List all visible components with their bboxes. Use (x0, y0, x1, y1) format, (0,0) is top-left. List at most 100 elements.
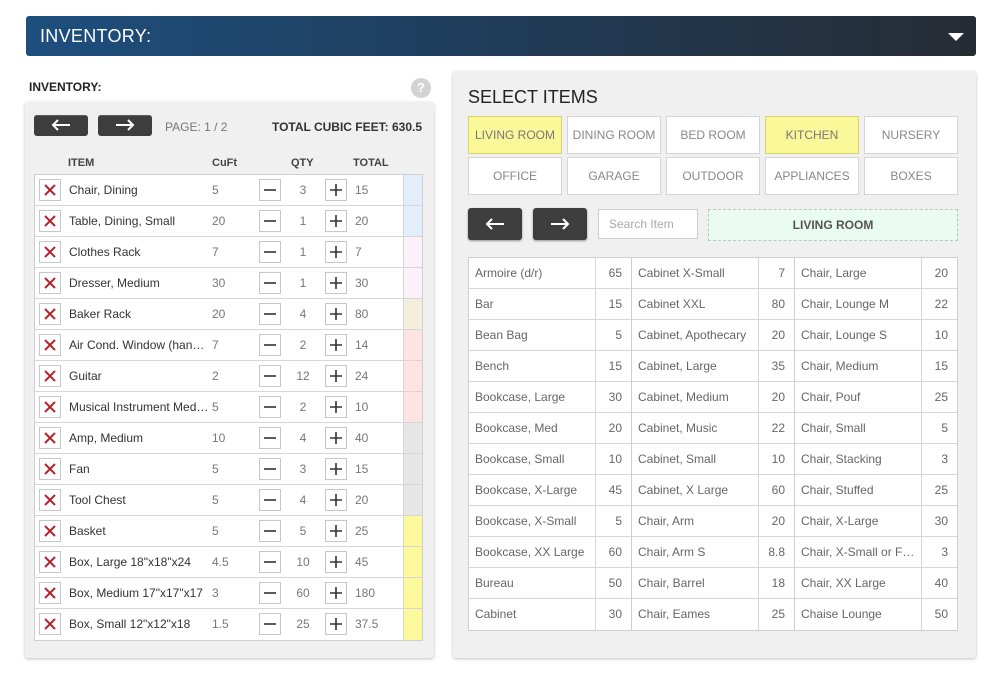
next-page-button[interactable] (98, 115, 152, 136)
decrease-qty-button[interactable] (259, 179, 281, 201)
catalog-item[interactable]: Bureau 50 (469, 568, 631, 599)
decrease-qty-button[interactable] (259, 396, 281, 418)
decrease-qty-button[interactable] (259, 241, 281, 263)
catalog-item[interactable]: Chair, Small 5 (795, 413, 957, 444)
room-tab-dining-room[interactable]: DINING ROOM (567, 116, 661, 154)
catalog-item[interactable]: Bookcase, Med 20 (469, 413, 631, 444)
remove-item-button[interactable] (39, 582, 61, 604)
increase-qty-button[interactable] (325, 241, 347, 263)
catalog-item[interactable]: Chair, Eames 25 (632, 599, 794, 630)
increase-qty-button[interactable] (325, 458, 347, 480)
increase-qty-button[interactable] (325, 489, 347, 511)
catalog-item[interactable]: Chair, Arm 20 (632, 506, 794, 537)
decrease-qty-button[interactable] (259, 427, 281, 449)
decrease-qty-button[interactable] (259, 551, 281, 573)
catalog-item[interactable]: Bookcase, XX Large 60 (469, 537, 631, 568)
remove-item-button[interactable] (39, 427, 61, 449)
decrease-qty-button[interactable] (259, 582, 281, 604)
catalog-item[interactable]: Cabinet, Medium 20 (632, 382, 794, 413)
remove-item-button[interactable] (39, 210, 61, 232)
catalog-item[interactable]: Bookcase, Small 10 (469, 444, 631, 475)
room-tab-kitchen[interactable]: KITCHEN (765, 116, 859, 154)
room-tab-appliances[interactable]: APPLIANCES (765, 157, 859, 195)
increase-qty-button[interactable] (325, 520, 347, 542)
remove-item-button[interactable] (39, 179, 61, 201)
catalog-item[interactable]: Cabinet X-Small 7 (632, 258, 794, 289)
room-tab-outdoor[interactable]: OUTDOOR (666, 157, 760, 195)
catalog-item[interactable]: Armoire (d/r) 65 (469, 258, 631, 289)
decrease-qty-button[interactable] (259, 520, 281, 542)
catalog-item[interactable]: Cabinet, Large 35 (632, 351, 794, 382)
decrease-qty-button[interactable] (259, 365, 281, 387)
remove-item-button[interactable] (39, 241, 61, 263)
catalog-item[interactable]: Bar 15 (469, 289, 631, 320)
remove-item-button[interactable] (39, 303, 61, 325)
remove-item-button[interactable] (39, 489, 61, 511)
catalog-item[interactable]: Chair, X-Large 30 (795, 506, 957, 537)
decrease-qty-button[interactable] (259, 272, 281, 294)
remove-item-button[interactable] (39, 334, 61, 356)
increase-qty-button[interactable] (325, 427, 347, 449)
catalog-next-button[interactable] (533, 208, 587, 240)
decrease-qty-button[interactable] (259, 489, 281, 511)
increase-qty-button[interactable] (325, 179, 347, 201)
increase-qty-button[interactable] (325, 303, 347, 325)
caret-down-icon[interactable] (948, 33, 964, 41)
increase-qty-button[interactable] (325, 582, 347, 604)
room-tab-nursery[interactable]: NURSERY (864, 116, 958, 154)
remove-item-button[interactable] (39, 613, 61, 635)
increase-qty-button[interactable] (325, 396, 347, 418)
remove-item-button[interactable] (39, 396, 61, 418)
decrease-qty-button[interactable] (259, 303, 281, 325)
room-tab-living-room[interactable]: LIVING ROOM (468, 116, 562, 154)
decrease-qty-button[interactable] (259, 613, 281, 635)
catalog-item[interactable]: Cabinet XXL 80 (632, 289, 794, 320)
catalog-item[interactable]: Chair, Large 20 (795, 258, 957, 289)
remove-item-button[interactable] (39, 272, 61, 294)
catalog-prev-button[interactable] (468, 208, 522, 240)
decrease-qty-button[interactable] (259, 210, 281, 232)
increase-qty-button[interactable] (325, 272, 347, 294)
prev-page-button[interactable] (34, 115, 88, 136)
catalog-item[interactable]: Bean Bag 5 (469, 320, 631, 351)
catalog-item[interactable]: Cabinet, Small 10 (632, 444, 794, 475)
increase-qty-button[interactable] (325, 365, 347, 387)
catalog-item[interactable]: Chair, Stuffed 25 (795, 475, 957, 506)
decrease-qty-button[interactable] (259, 458, 281, 480)
help-icon[interactable]: ? (411, 78, 431, 98)
room-tab-office[interactable]: OFFICE (468, 157, 562, 195)
catalog-item[interactable]: Chair, XX Large 40 (795, 568, 957, 599)
catalog-item[interactable]: Cabinet, Music 22 (632, 413, 794, 444)
catalog-item[interactable]: Chair, Barrel 18 (632, 568, 794, 599)
catalog-item[interactable]: Chair, Lounge M 22 (795, 289, 957, 320)
catalog-item[interactable]: Bookcase, Large 30 (469, 382, 631, 413)
remove-item-button[interactable] (39, 520, 61, 542)
room-tab-boxes[interactable]: BOXES (864, 157, 958, 195)
increase-qty-button[interactable] (325, 334, 347, 356)
remove-item-button[interactable] (39, 365, 61, 387)
catalog-item[interactable]: Chair, Arm S 8.8 (632, 537, 794, 568)
increase-qty-button[interactable] (325, 551, 347, 573)
decrease-qty-button[interactable] (259, 334, 281, 356)
catalog-item[interactable]: Cabinet, X Large 60 (632, 475, 794, 506)
catalog-item[interactable]: Bookcase, X-Small 5 (469, 506, 631, 537)
room-tab-bed-room[interactable]: BED ROOM (666, 116, 760, 154)
catalog-item[interactable]: Chair, X-Small or Folding3 (795, 537, 957, 568)
catalog-item[interactable]: Cabinet, Apothecary 20 (632, 320, 794, 351)
inventory-row: Fan 5 3 15 (35, 454, 422, 485)
inventory-header-bar[interactable]: INVENTORY: (26, 16, 976, 56)
remove-item-button[interactable] (39, 458, 61, 480)
catalog-item[interactable]: Bench 15 (469, 351, 631, 382)
catalog-item[interactable]: Chair, Lounge S 10 (795, 320, 957, 351)
catalog-item[interactable]: Chair, Medium 15 (795, 351, 957, 382)
increase-qty-button[interactable] (325, 613, 347, 635)
catalog-item[interactable]: Chaise Lounge 50 (795, 599, 957, 630)
catalog-item[interactable]: Chair, Stacking 3 (795, 444, 957, 475)
catalog-item[interactable]: Bookcase, X-Large 45 (469, 475, 631, 506)
remove-item-button[interactable] (39, 551, 61, 573)
catalog-item[interactable]: Chair, Pouf 25 (795, 382, 957, 413)
room-tab-garage[interactable]: GARAGE (567, 157, 661, 195)
catalog-item[interactable]: Cabinet 30 (469, 599, 631, 630)
search-item-input[interactable] (598, 209, 698, 239)
increase-qty-button[interactable] (325, 210, 347, 232)
